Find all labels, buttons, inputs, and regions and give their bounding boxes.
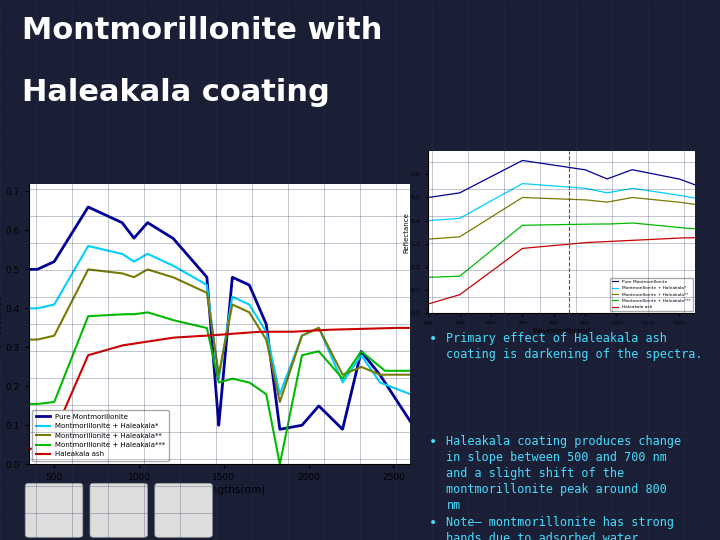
Text: Note– montmorillonite has strong
bands due to adsorbed water: Note– montmorillonite has strong bands d…: [446, 516, 675, 540]
X-axis label: Wavelengths(nm): Wavelengths(nm): [174, 485, 266, 495]
Montmorillonite + Haleakala***: [276, 461, 284, 468]
Montmorillonite + Haleakala***: [44, 400, 53, 406]
X-axis label: Wavelength(nm): Wavelength(nm): [533, 327, 590, 334]
Montmorillonite + Haleakala*: [395, 387, 404, 393]
Montmorillonite + Haleakala*: [200, 280, 209, 287]
Haleakala ash: [406, 325, 415, 331]
Line: Pure Montmorillonite: Pure Montmorillonite: [29, 207, 410, 429]
Montmorillonite + Haleakala*: [210, 342, 219, 349]
Haleakala ash: [24, 446, 33, 452]
Pure Montmorillonite: [210, 369, 219, 376]
Montmorillonite + Haleakala*: [395, 387, 404, 393]
Text: •: •: [428, 332, 436, 346]
Montmorillonite + Haleakala**: [210, 342, 219, 349]
Pure Montmorillonite: [325, 413, 334, 420]
Montmorillonite + Haleakala***: [143, 309, 152, 315]
Pure Montmorillonite: [44, 261, 53, 268]
Montmorillonite + Haleakala**: [24, 336, 33, 343]
Haleakala ash: [395, 325, 404, 331]
Y-axis label: Reflectance: Reflectance: [0, 293, 3, 355]
Haleakala ash: [44, 435, 53, 442]
Montmorillonite + Haleakala***: [325, 361, 334, 367]
Montmorillonite + Haleakala**: [44, 334, 53, 340]
Text: Haleakala coating: Haleakala coating: [22, 78, 329, 107]
Pure Montmorillonite: [276, 426, 284, 433]
Pure Montmorillonite: [395, 402, 404, 408]
Montmorillonite + Haleakala**: [276, 399, 284, 405]
Text: Primary effect of Haleakala ash
coating is darkening of the spectra.: Primary effect of Haleakala ash coating …: [446, 332, 703, 361]
Line: Haleakala ash: Haleakala ash: [29, 328, 410, 449]
Haleakala ash: [390, 325, 398, 331]
Montmorillonite + Haleakala*: [325, 349, 334, 356]
Text: •: •: [428, 435, 436, 449]
Pure Montmorillonite: [395, 402, 404, 408]
Montmorillonite + Haleakala**: [395, 372, 404, 378]
Montmorillonite + Haleakala**: [84, 266, 92, 273]
Text: Haleakala coating produces change
in slope between 500 and 700 nm
and a slight s: Haleakala coating produces change in slo…: [446, 435, 682, 512]
Montmorillonite + Haleakala*: [406, 391, 415, 397]
Montmorillonite + Haleakala*: [24, 305, 33, 312]
Y-axis label: Reflectance: Reflectance: [403, 212, 410, 253]
Montmorillonite + Haleakala***: [395, 368, 404, 374]
Legend: Pure Montmorillonite, Montmorillonite + Haleakala*, Montmorillonite + Haleakala*: Pure Montmorillonite, Montmorillonite + …: [32, 410, 168, 461]
Montmorillonite + Haleakala***: [200, 324, 209, 330]
Montmorillonite + Haleakala***: [24, 401, 33, 407]
Legend: Pure Montmorillonite, Montmorillonite + Haleakala*, Montmorillonite + Haleakala*: Pure Montmorillonite, Montmorillonite + …: [610, 278, 693, 311]
Text: Montmorillonite with: Montmorillonite with: [22, 16, 382, 45]
Montmorillonite + Haleakala**: [406, 372, 415, 378]
Pure Montmorillonite: [200, 271, 209, 278]
Line: Montmorillonite + Haleakala***: Montmorillonite + Haleakala***: [29, 312, 410, 464]
Montmorillonite + Haleakala*: [84, 243, 92, 249]
Pure Montmorillonite: [84, 204, 92, 210]
Haleakala ash: [200, 333, 209, 339]
Line: Montmorillonite + Haleakala**: Montmorillonite + Haleakala**: [29, 269, 410, 402]
Montmorillonite + Haleakala**: [325, 346, 334, 353]
Haleakala ash: [210, 332, 219, 339]
Montmorillonite + Haleakala***: [395, 368, 404, 374]
Montmorillonite + Haleakala**: [395, 372, 404, 378]
Montmorillonite + Haleakala***: [210, 360, 219, 366]
Montmorillonite + Haleakala***: [406, 368, 415, 374]
Text: •: •: [428, 516, 436, 530]
Pure Montmorillonite: [406, 418, 415, 425]
Montmorillonite + Haleakala**: [200, 288, 209, 295]
Montmorillonite + Haleakala*: [44, 302, 53, 309]
Haleakala ash: [395, 325, 404, 331]
Haleakala ash: [325, 327, 333, 333]
Line: Montmorillonite + Haleakala*: Montmorillonite + Haleakala*: [29, 246, 410, 394]
Pure Montmorillonite: [24, 266, 33, 273]
